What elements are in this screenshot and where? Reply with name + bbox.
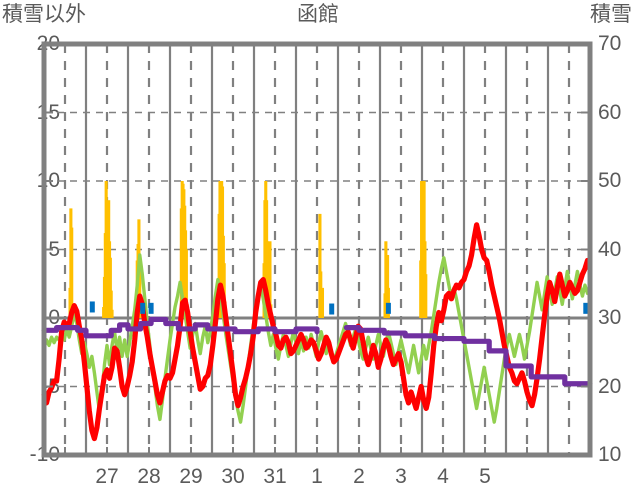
y-tick-right-10: 10 [598,443,622,466]
y-tick-right-20: 20 [598,374,622,398]
x-tick-28: 28 [137,465,161,488]
snow-depth-purple-line-layer [41,316,593,387]
x-tick-3: 3 [395,465,407,488]
y-tick-left-5: 5 [48,237,60,261]
right-axis-caption: 積雪 [590,3,632,26]
x-tick-30: 30 [221,465,245,488]
x-tick-27: 27 [95,465,119,488]
y-tick-right-70: 70 [598,32,622,55]
axis-frame-layer [41,41,593,458]
x-tick-1: 1 [311,465,323,488]
x-tick-31: 31 [263,465,287,488]
x-tick-4: 4 [437,465,449,488]
x-tick-2: 2 [353,465,365,488]
x-tick-5: 5 [479,465,491,488]
blue-markers-layer [89,301,589,315]
y-tick-right-30: 30 [598,306,622,329]
y-tick-right-40: 40 [598,237,622,261]
temperature-red-line-layer [41,222,591,442]
x-tick-29: 29 [179,465,203,488]
chart-title: 函館 [297,3,339,26]
left-axis-caption: 積雪以外 [2,3,86,26]
y-tick-right-60: 60 [598,100,622,124]
y-tick-right-50: 50 [598,169,622,192]
